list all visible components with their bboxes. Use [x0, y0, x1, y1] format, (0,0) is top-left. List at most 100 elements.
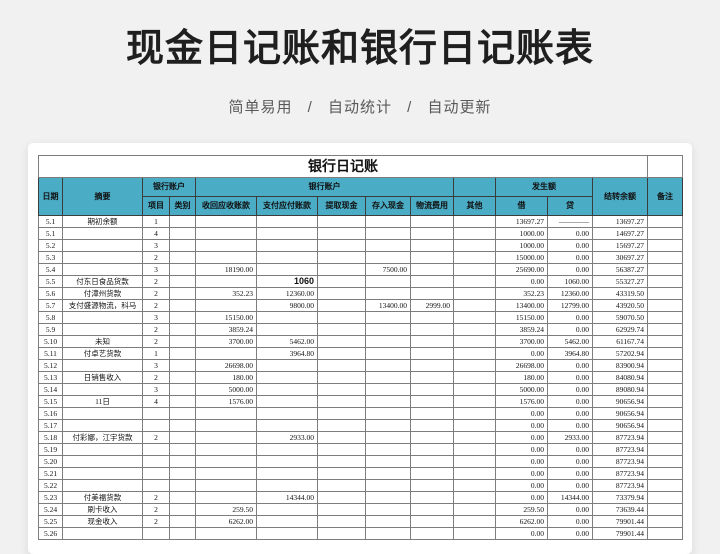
cell-logistics	[410, 514, 454, 528]
cell-debit: 0.00	[495, 490, 548, 504]
cell-date: 5.15	[38, 394, 63, 408]
cell-other	[453, 226, 496, 240]
cell-balance: 90656.94	[591, 418, 649, 432]
sheet-title-corner-cell	[647, 154, 684, 178]
cell-pay	[256, 442, 318, 456]
cell-summary	[62, 262, 143, 276]
cell-debit: 1000.00	[495, 238, 548, 252]
table-row: 5.12 3 26698.00 26698.00 0.00 83900.94	[38, 358, 684, 372]
journal-rows: 5.1 期初余额 1 13697.27 ———— 13697.27 5.1 4 1000.00 0…	[38, 214, 684, 540]
cell-credit: 0.00	[547, 526, 593, 540]
cell-date: 5.18	[38, 430, 63, 444]
cell-date: 5.9	[38, 322, 63, 336]
cell-date: 5.2	[38, 238, 63, 252]
col-header-other: 其他	[453, 195, 496, 216]
cell-category	[169, 418, 196, 432]
table-row: 5.3 2 15000.00 0.00 30697.27	[38, 250, 684, 264]
cell-date: 5.4	[38, 262, 63, 276]
cell-deposit	[365, 322, 411, 336]
cell-pay: 9800.00	[256, 298, 318, 312]
cell-pay: 14344.00	[256, 490, 318, 504]
cell-item: 3	[142, 310, 170, 324]
cell-item	[142, 466, 170, 480]
cell-category	[169, 370, 196, 384]
cell-collect	[195, 298, 257, 312]
cell-other	[453, 394, 496, 408]
table-row: 5.25 现金收入 2 6262.00 6262.00 0.00 79901.44	[38, 514, 684, 528]
cell-other	[453, 274, 496, 288]
cell-logistics	[410, 310, 454, 324]
cell-collect	[195, 454, 257, 468]
cell-collect	[195, 226, 257, 240]
table-row: 5.2 3 1000.00 0.00 15697.27	[38, 238, 684, 252]
col-header-category: 类别	[169, 195, 196, 216]
cell-item: 1	[142, 214, 170, 228]
cell-note	[647, 466, 684, 480]
table-row: 5.7 支付盛源物流，科马 2 9800.00 13400.00 2999.00 13400…	[38, 298, 684, 312]
cell-pay	[256, 370, 318, 384]
cell-debit: 0.00	[495, 526, 548, 540]
cell-item	[142, 406, 170, 420]
cell-item: 4	[142, 226, 170, 240]
sheet-title-row: 银行日记账	[37, 154, 684, 178]
cell-debit: 6262.00	[495, 514, 548, 528]
cell-pay	[256, 262, 318, 276]
cell-category	[169, 298, 196, 312]
cell-withdraw	[317, 322, 366, 336]
cell-logistics	[410, 442, 454, 456]
cell-other	[453, 454, 496, 468]
cell-withdraw	[317, 214, 366, 228]
cell-balance: 30697.27	[591, 250, 649, 264]
cell-collect: 26698.00	[195, 358, 257, 372]
cell-debit: 0.00	[495, 454, 548, 468]
cell-item	[142, 526, 170, 540]
cell-date: 5.20	[38, 454, 63, 468]
cell-deposit	[365, 418, 411, 432]
cell-pay: 2933.00	[256, 430, 318, 444]
cell-deposit	[365, 286, 411, 300]
cell-collect	[195, 430, 257, 444]
cell-other	[453, 502, 496, 516]
cell-date: 5.21	[38, 466, 63, 480]
cell-summary	[62, 526, 143, 540]
cell-category	[169, 286, 196, 300]
cell-other	[453, 298, 496, 312]
cell-logistics	[410, 370, 454, 384]
cell-category	[169, 310, 196, 324]
cell-balance: 73639.44	[591, 502, 649, 516]
cell-deposit	[365, 442, 411, 456]
table-row: 5.9 2 3859.24 3859.24 0.00 62929.74	[38, 322, 684, 336]
table-row: 5.15 11日 4 1576.00 1576.00 0.00 90656.94	[38, 394, 684, 408]
cell-withdraw	[317, 310, 366, 324]
cell-summary	[62, 382, 143, 396]
cell-collect	[195, 526, 257, 540]
cell-other	[453, 358, 496, 372]
cell-credit: 0.00	[547, 514, 593, 528]
cell-date: 5.17	[38, 418, 63, 432]
table-row: 5.20 0.00 0.00 87723.94	[38, 454, 684, 468]
cell-debit: 0.00	[495, 346, 548, 360]
cell-deposit	[365, 334, 411, 348]
cell-item: 1	[142, 346, 170, 360]
cell-date: 5.24	[38, 502, 63, 516]
cell-debit: 0.00	[495, 406, 548, 420]
cell-deposit	[365, 238, 411, 252]
cell-item: 2	[142, 286, 170, 300]
cell-logistics	[410, 322, 454, 336]
cell-debit: 1000.00	[495, 226, 548, 240]
cell-summary: 付卓艺货款	[62, 346, 143, 360]
cell-deposit	[365, 466, 411, 480]
cell-credit: 2933.00	[547, 430, 593, 444]
cell-balance: 89080.94	[591, 382, 649, 396]
cell-balance: 90656.94	[591, 394, 649, 408]
cell-date: 5.19	[38, 442, 63, 456]
cell-credit: 0.00	[547, 406, 593, 420]
cell-collect	[195, 406, 257, 420]
cell-note	[647, 502, 684, 516]
cell-item: 2	[142, 274, 170, 288]
cell-deposit	[365, 250, 411, 264]
cell-item: 2	[142, 298, 170, 312]
cell-credit: 0.00	[547, 454, 593, 468]
cell-summary: 付彩娜，江宇货款	[62, 430, 143, 444]
cell-category	[169, 442, 196, 456]
